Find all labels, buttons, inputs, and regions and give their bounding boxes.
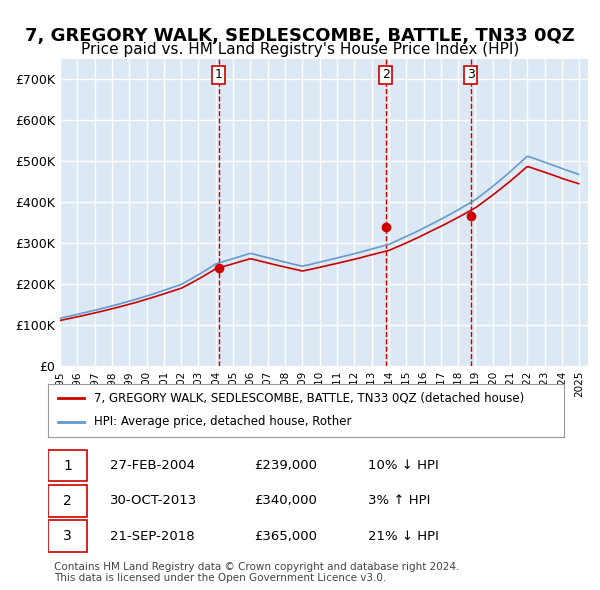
Text: 1: 1 <box>215 68 223 81</box>
Text: 3: 3 <box>63 529 72 543</box>
Text: £239,000: £239,000 <box>254 459 317 472</box>
Text: £365,000: £365,000 <box>254 530 317 543</box>
Text: Contains HM Land Registry data © Crown copyright and database right 2024.
This d: Contains HM Land Registry data © Crown c… <box>54 562 460 584</box>
Text: 30-OCT-2013: 30-OCT-2013 <box>110 494 197 507</box>
Text: Price paid vs. HM Land Registry's House Price Index (HPI): Price paid vs. HM Land Registry's House … <box>81 42 519 57</box>
FancyBboxPatch shape <box>48 485 86 517</box>
Text: 7, GREGORY WALK, SEDLESCOMBE, BATTLE, TN33 0QZ (detached house): 7, GREGORY WALK, SEDLESCOMBE, BATTLE, TN… <box>94 392 524 405</box>
Text: 10% ↓ HPI: 10% ↓ HPI <box>368 459 439 472</box>
Text: 21% ↓ HPI: 21% ↓ HPI <box>368 530 439 543</box>
Text: 7, GREGORY WALK, SEDLESCOMBE, BATTLE, TN33 0QZ: 7, GREGORY WALK, SEDLESCOMBE, BATTLE, TN… <box>25 27 575 45</box>
Text: 3% ↑ HPI: 3% ↑ HPI <box>368 494 430 507</box>
Text: £340,000: £340,000 <box>254 494 317 507</box>
Text: 2: 2 <box>63 494 72 508</box>
Text: HPI: Average price, detached house, Rother: HPI: Average price, detached house, Roth… <box>94 415 352 428</box>
Text: 2: 2 <box>382 68 390 81</box>
Text: 1: 1 <box>63 458 72 473</box>
Text: 21-SEP-2018: 21-SEP-2018 <box>110 530 194 543</box>
FancyBboxPatch shape <box>48 520 86 552</box>
Text: 3: 3 <box>467 68 475 81</box>
FancyBboxPatch shape <box>48 450 86 481</box>
Text: 27-FEB-2004: 27-FEB-2004 <box>110 459 195 472</box>
